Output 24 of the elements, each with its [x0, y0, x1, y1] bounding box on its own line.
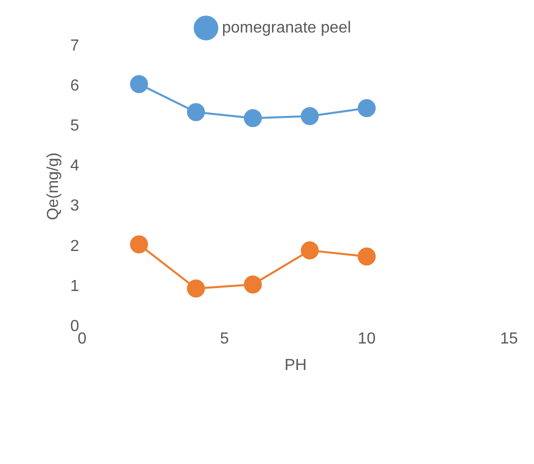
point — [186, 103, 205, 122]
y-tick-label: 7 — [70, 37, 80, 54]
x-axis-title: PH — [284, 356, 307, 374]
y-tick-label: 4 — [70, 158, 80, 175]
point — [244, 109, 262, 128]
point — [244, 276, 262, 294]
y-tick-label: 3 — [70, 198, 80, 215]
point — [358, 247, 376, 266]
y-axis-title: Qe(mg/g) — [45, 152, 62, 220]
point — [300, 107, 319, 126]
x-tick-label: 5 — [220, 330, 229, 348]
point — [130, 75, 148, 94]
legend-label: pomegranate peel — [222, 19, 351, 36]
x-tick-label: 15 — [500, 330, 518, 348]
point — [300, 241, 319, 260]
y-tick-label: 1 — [70, 278, 80, 295]
x-tick-label: 10 — [358, 330, 376, 348]
y-tick-label: 2 — [70, 238, 80, 255]
y-tick-label: 5 — [70, 118, 80, 135]
point — [186, 280, 205, 298]
point — [130, 235, 148, 254]
y-tick-label: 6 — [70, 77, 80, 94]
y-tick-label: 0 — [70, 318, 80, 336]
point — [358, 99, 376, 118]
